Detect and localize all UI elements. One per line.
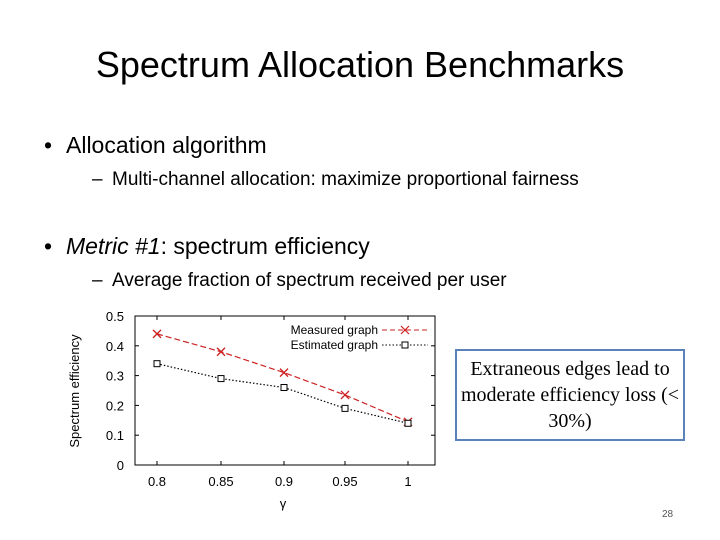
bullet-metric-1: • Metric #1: spectrum efficiency <box>44 233 370 260</box>
legend-marker-x <box>400 325 410 335</box>
y-tick-label: 0.2 <box>106 398 124 413</box>
legend-label-estimated: Estimated graph <box>291 338 378 352</box>
y-tick-label: 0.1 <box>106 428 124 443</box>
y-tick-label: 0 <box>117 458 124 473</box>
subbullet-average-fraction: – Average fraction of spectrum received p… <box>92 270 507 292</box>
plot-area <box>134 315 436 466</box>
x-tick-label: 0.9 <box>275 474 293 489</box>
x-tick-label: 0.8 <box>148 474 166 489</box>
subbullet-text: Multi-channel allocation: maximize propo… <box>112 169 579 190</box>
y-tick-label: 0.4 <box>106 339 124 354</box>
data-point-estimated <box>280 384 288 392</box>
subbullet-multichannel: – Multi-channel allocation: maximize prop… <box>92 169 579 191</box>
series-line-measured <box>156 333 409 423</box>
data-point-measured <box>152 329 162 339</box>
subbullet-text: Average fraction of spectrum received pe… <box>112 270 507 291</box>
data-point-estimated <box>217 375 225 383</box>
data-point-estimated <box>153 360 161 368</box>
legend-marker-square <box>401 341 409 349</box>
bullet-allocation-algorithm: • Allocation algorithm <box>44 132 267 159</box>
data-point-estimated <box>404 419 412 427</box>
x-tick-label: 1 <box>404 474 411 489</box>
bullet-dash: – <box>92 169 103 190</box>
legend-label-measured: Measured graph <box>291 323 378 337</box>
series-group <box>152 329 413 427</box>
slide-title: Spectrum Allocation Benchmarks <box>95 44 625 85</box>
data-point-estimated <box>341 404 349 412</box>
data-point-measured <box>279 368 289 378</box>
bullet-dash: – <box>92 270 103 291</box>
bullet-dot: • <box>44 233 53 259</box>
x-axis-label: γ <box>280 496 287 511</box>
bullet-dot: • <box>44 132 53 158</box>
y-axis-label: Spectrum efficiency <box>67 334 82 448</box>
page-number: 28 <box>662 509 674 520</box>
x-tick-label: 0.85 <box>208 474 233 489</box>
bullet-text: : spectrum efficiency <box>160 233 370 259</box>
callout-box: Extraneous edges lead to moderate effici… <box>455 349 685 441</box>
data-point-measured <box>340 390 350 400</box>
y-tick-label: 0.5 <box>106 309 124 324</box>
legend: Measured graph Estimated graph <box>291 323 428 352</box>
axis-ticks: 0 0.1 0.2 0.3 0.4 0.5 0.8 0.85 0.9 0.95 1 <box>106 309 435 489</box>
y-tick-label: 0.3 <box>106 369 124 384</box>
bullet-text-italic: Metric #1 <box>66 233 161 259</box>
data-point-measured <box>216 347 226 357</box>
bullet-text: Allocation algorithm <box>66 132 267 158</box>
x-tick-label: 0.95 <box>332 474 357 489</box>
